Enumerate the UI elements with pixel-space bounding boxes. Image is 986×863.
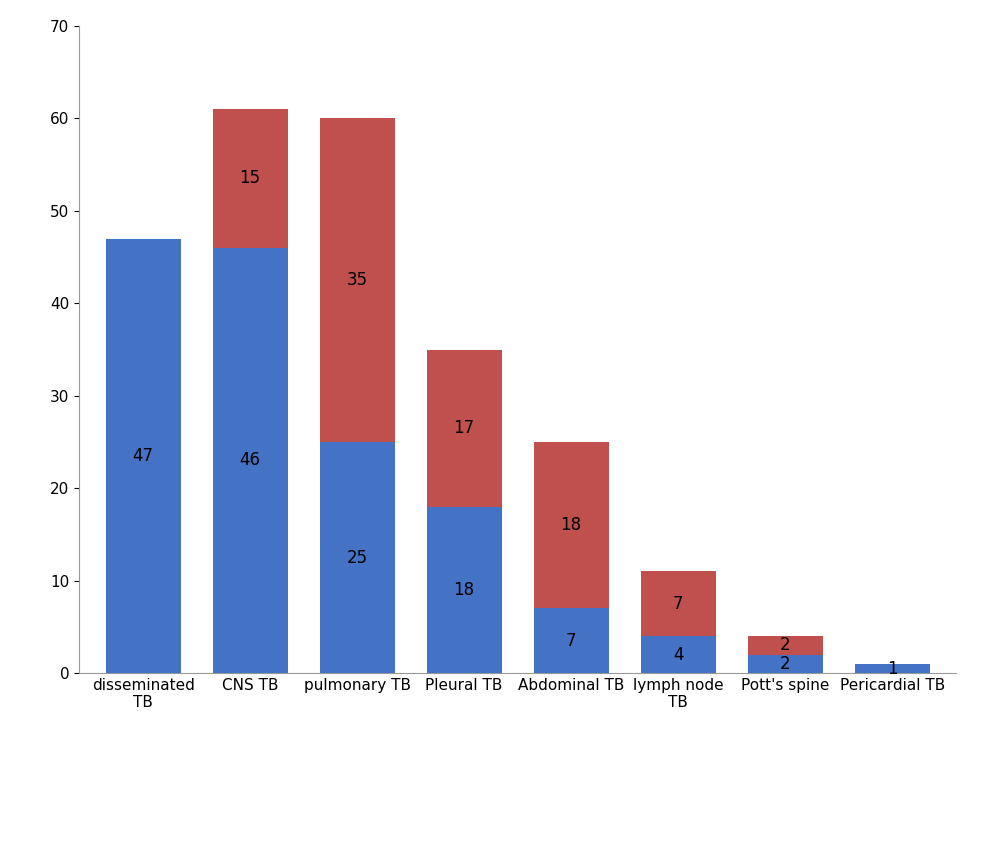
Text: 18: 18: [561, 516, 582, 534]
Text: 7: 7: [566, 632, 577, 650]
Bar: [319, 118, 394, 442]
Text: 2: 2: [780, 636, 791, 654]
Text: 4: 4: [672, 646, 683, 664]
Bar: [747, 636, 822, 655]
Bar: [641, 636, 716, 673]
Bar: [427, 350, 502, 507]
Text: 47: 47: [132, 447, 154, 465]
Text: 18: 18: [454, 581, 474, 599]
Text: 1: 1: [886, 659, 897, 677]
Bar: [106, 238, 180, 673]
Text: 25: 25: [346, 549, 368, 567]
Bar: [533, 442, 608, 608]
Text: 2: 2: [780, 655, 791, 673]
Text: 46: 46: [240, 451, 260, 469]
Text: 17: 17: [454, 419, 474, 438]
Text: 15: 15: [240, 169, 260, 187]
Bar: [319, 442, 394, 673]
Bar: [213, 248, 288, 673]
Text: 7: 7: [672, 595, 683, 613]
Bar: [533, 608, 608, 673]
Bar: [427, 507, 502, 673]
Bar: [641, 571, 716, 636]
Bar: [213, 109, 288, 248]
Bar: [855, 664, 930, 673]
Text: 35: 35: [346, 271, 368, 289]
Bar: [747, 655, 822, 673]
